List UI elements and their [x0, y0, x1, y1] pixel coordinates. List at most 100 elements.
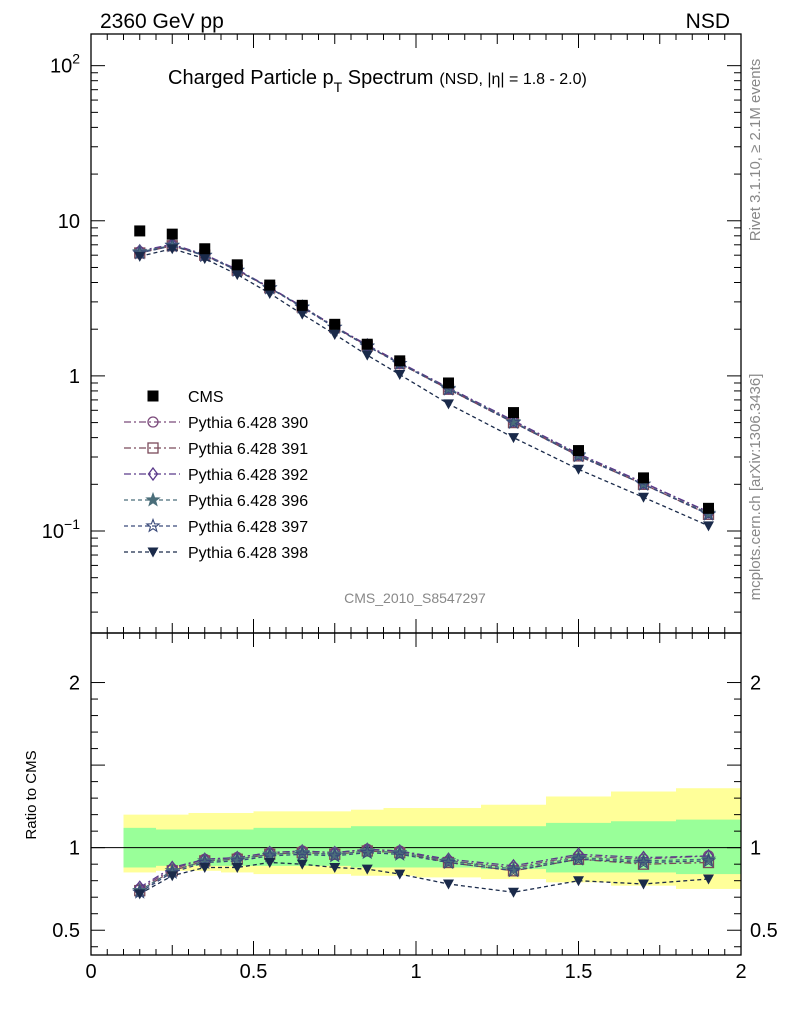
legend-entry-p398: Pythia 6.428 398: [124, 545, 308, 562]
data-point-cms: [361, 338, 373, 350]
ratio-point-p398: [443, 879, 454, 890]
x-tick-label: 1: [410, 961, 421, 983]
legend-entry-cms: CMS: [147, 389, 224, 406]
legend-entry-p391: Pythia 6.428 391: [124, 441, 308, 458]
ratio-y-tick-label-left: 1: [69, 838, 80, 860]
legend-entry-p392: Pythia 6.428 392: [124, 466, 308, 484]
ratio-point-p396: [294, 844, 310, 860]
ratio-point-p397: [700, 852, 717, 868]
ratio-point-p398: [394, 869, 406, 880]
data-point-p397: [505, 414, 522, 430]
ratio-point-p397: [440, 854, 457, 870]
data-point-p392: [508, 413, 519, 428]
ratio-series: [132, 842, 717, 900]
ratio-point-p398: [264, 858, 276, 869]
ratio-point-p397: [359, 844, 375, 860]
ratio-point-p396: [229, 851, 245, 866]
ratio-point-p398: [361, 864, 373, 875]
y-tick-label: 102: [50, 51, 80, 78]
ratio-point-p398: [134, 889, 146, 900]
rivet-version-label: Rivet 3.1.10, ≥ 2.1M events: [747, 59, 764, 242]
main-series: [132, 225, 717, 532]
ratio-y-tick-label-left: 2: [69, 673, 80, 695]
data-point-p398: [361, 350, 373, 361]
y-tick-label: 10−1: [42, 516, 80, 543]
data-point-p398: [296, 309, 308, 320]
ratio-point-p397: [635, 854, 652, 870]
legend-label: Pythia 6.428 392: [188, 467, 308, 484]
ratio-point-p397: [392, 846, 408, 861]
legend-marker: [147, 547, 159, 558]
data-point-cms: [703, 502, 714, 514]
data-point-p398: [231, 270, 243, 281]
legend-label: Pythia 6.428 398: [188, 545, 308, 562]
legend-label: Pythia 6.428 391: [188, 441, 308, 458]
ratio-point-p397: [505, 862, 522, 878]
ratio-series-p397: [132, 844, 717, 899]
y-tick-label: 1: [69, 366, 80, 388]
data-point-p398: [394, 370, 406, 381]
ratio-point-p398: [329, 862, 341, 873]
ratio-point-p396: [359, 842, 375, 858]
legend: CMS Pythia 6.428 390 Pythia 6.428 391 Pythi…: [124, 389, 308, 562]
data-point-p398: [166, 244, 178, 255]
data-point-p398: [134, 251, 146, 262]
data-point-cms: [508, 407, 519, 419]
main-plot-area: [91, 34, 741, 633]
ratio-point-p398: [703, 874, 714, 885]
ratio-point-p398: [199, 862, 211, 873]
data-point-p398: [264, 288, 276, 299]
ratio-point-p397: [570, 851, 587, 866]
legend-marker: [145, 517, 161, 533]
data-point-cms: [199, 243, 211, 255]
data-point-p398: [443, 399, 454, 410]
x-tick-label: 0: [85, 961, 96, 983]
data-point-cms: [231, 259, 243, 271]
ratio-y-tick-label-right: 2: [750, 673, 761, 695]
ratio-point-p396: [327, 846, 343, 861]
ratio-point-p398: [508, 887, 519, 898]
ratio-y-axis-label: Ratio to CMS: [23, 750, 40, 839]
x-tick-label: 2: [735, 961, 746, 983]
ratio-point-p398: [231, 862, 243, 873]
ratio-y-tick-label-left: 0.5: [52, 920, 80, 942]
chart-title: Charged Particle pT Spectrum (NSD, |η| = …: [168, 67, 587, 95]
legend-marker: [147, 466, 159, 482]
x-tick-label: 1.5: [565, 961, 593, 983]
analysis-watermark: CMS_2010_S8547297: [344, 590, 486, 606]
ratio-line-p397: [139, 851, 709, 893]
data-point-p398: [329, 329, 341, 340]
ratio-series-p398: [134, 858, 714, 900]
ratio-point-p396: [440, 852, 457, 868]
ratio-line-p398: [139, 861, 709, 895]
legend-entry-p396: Pythia 6.428 396: [124, 491, 308, 510]
data-point-p398: [703, 521, 714, 532]
data-point-cms: [443, 377, 454, 389]
data-point-cms: [329, 318, 341, 330]
data-point-cms: [264, 279, 276, 291]
mcplots-label: mcplots.cern.ch [arXiv:1306.3436]: [747, 374, 764, 601]
legend-label: Pythia 6.428 390: [188, 415, 308, 432]
data-point-cms: [134, 225, 146, 237]
ratio-point-p398: [296, 859, 308, 870]
legend-marker: [147, 416, 159, 428]
ratio-band-inner: [676, 819, 741, 875]
data-point-cms: [638, 472, 649, 484]
header-left: 2360 GeV pp: [100, 10, 224, 33]
y-tick-label: 10: [58, 211, 80, 233]
legend-label: CMS: [188, 389, 224, 406]
legend-label: Pythia 6.428 396: [188, 493, 308, 510]
data-point-p398: [508, 433, 519, 444]
data-point-p398: [638, 492, 649, 503]
ratio-point-p397: [294, 846, 310, 861]
ratio-y-tick-label-right: 1: [750, 838, 761, 860]
legend-label: Pythia 6.428 397: [188, 519, 308, 536]
legend-marker: [147, 390, 159, 402]
legend-entry-p397: Pythia 6.428 397: [124, 517, 308, 536]
series-cms: [134, 225, 714, 514]
data-point-cms: [573, 445, 584, 457]
ratio-point-p398: [166, 871, 178, 882]
ratio-point-p398: [573, 876, 584, 887]
data-point-cms: [296, 299, 308, 311]
